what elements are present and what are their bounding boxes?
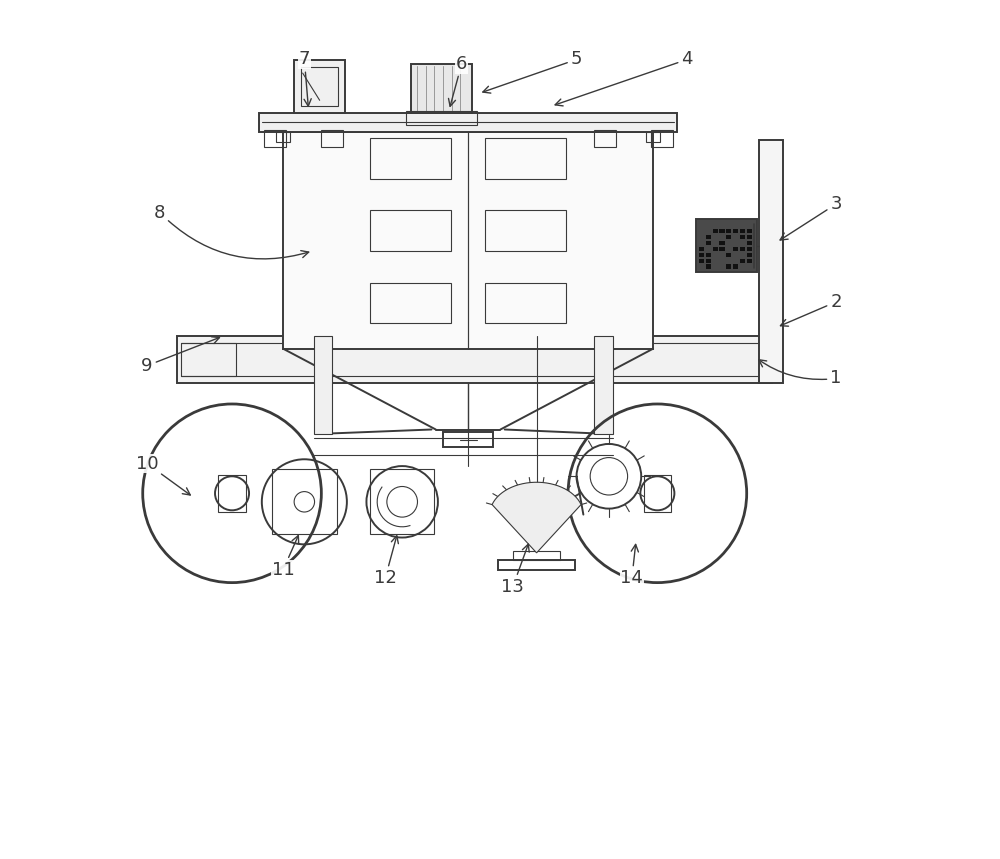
Bar — [513, 551, 560, 560]
Bar — [699, 259, 704, 263]
Bar — [259, 113, 677, 131]
Bar — [651, 130, 673, 147]
Bar — [314, 336, 332, 434]
Bar — [485, 283, 566, 323]
Text: 14: 14 — [620, 545, 643, 588]
Bar — [498, 560, 575, 570]
Bar — [733, 265, 738, 269]
Bar — [699, 253, 704, 257]
Bar — [740, 259, 745, 263]
Bar — [747, 228, 752, 233]
Bar — [719, 247, 725, 251]
Bar — [733, 228, 738, 233]
Bar — [759, 140, 783, 383]
Bar — [747, 247, 752, 251]
Bar — [321, 130, 343, 147]
Text: 6: 6 — [449, 55, 467, 107]
Bar — [699, 247, 704, 251]
Bar — [706, 259, 711, 263]
Bar — [406, 112, 477, 125]
Bar — [726, 228, 731, 233]
Bar — [370, 283, 451, 323]
Bar — [644, 474, 671, 512]
Bar — [740, 247, 745, 251]
Text: 7: 7 — [299, 51, 311, 107]
Bar — [706, 253, 711, 257]
Bar — [443, 432, 493, 448]
Text: 11: 11 — [272, 535, 299, 579]
Bar — [485, 210, 566, 251]
Bar — [370, 138, 451, 179]
Bar — [747, 235, 752, 239]
Text: 2: 2 — [780, 293, 842, 326]
Bar — [294, 60, 345, 113]
Bar — [726, 253, 731, 257]
Text: 13: 13 — [501, 544, 529, 596]
Bar — [719, 228, 725, 233]
Bar — [181, 343, 236, 376]
Text: 8: 8 — [154, 204, 309, 259]
Text: 10: 10 — [136, 454, 190, 495]
Bar — [283, 131, 653, 349]
Text: 1: 1 — [759, 360, 842, 387]
Bar — [411, 64, 472, 113]
Text: 4: 4 — [555, 51, 693, 106]
Text: 3: 3 — [780, 195, 842, 240]
Bar — [740, 235, 745, 239]
Bar — [370, 210, 451, 251]
Bar — [713, 228, 718, 233]
Bar — [272, 470, 337, 534]
Bar — [740, 228, 745, 233]
Bar — [706, 265, 711, 269]
Bar — [706, 241, 711, 245]
Bar — [485, 138, 566, 179]
Bar — [719, 241, 725, 245]
Bar — [696, 219, 757, 272]
Bar — [747, 259, 752, 263]
Text: 5: 5 — [483, 51, 582, 93]
Bar — [594, 130, 616, 147]
Bar — [370, 470, 434, 534]
Bar — [726, 235, 731, 239]
Bar — [264, 130, 286, 147]
Bar — [646, 131, 660, 142]
Bar — [177, 336, 772, 383]
Bar — [301, 67, 338, 107]
Bar — [218, 474, 246, 512]
Polygon shape — [492, 482, 581, 553]
Bar — [747, 241, 752, 245]
Text: 12: 12 — [374, 536, 398, 588]
Text: 9: 9 — [141, 337, 219, 375]
Bar — [713, 247, 718, 251]
Bar — [733, 247, 738, 251]
Bar — [594, 336, 613, 434]
Bar — [726, 265, 731, 269]
Bar — [276, 131, 290, 142]
Bar — [747, 253, 752, 257]
Bar — [706, 235, 711, 239]
